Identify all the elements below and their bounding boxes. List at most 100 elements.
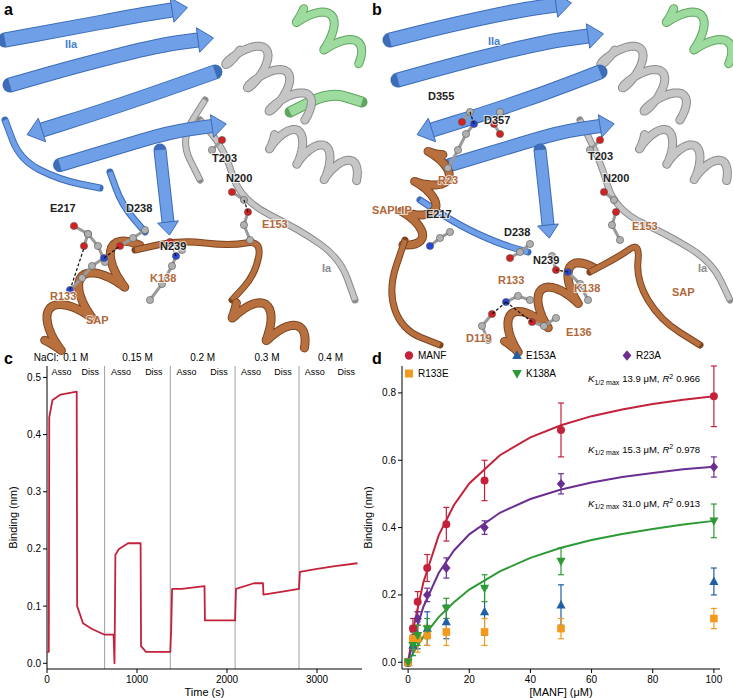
data-point [481,628,489,636]
strand-arrow [586,24,603,48]
error-bar [424,555,430,582]
y-axis [47,366,48,669]
atom [478,322,485,329]
y-tick [398,460,402,461]
error-bar [558,403,564,457]
error-cap [558,493,564,494]
fit-annotation: K1/2 max15.3 μM,R20.978 [588,443,700,456]
y-tick-label: 0.6 [382,455,396,466]
error-cap [443,540,449,541]
residue-label: D357 [484,114,510,126]
error-cap [482,460,488,461]
y-tick [398,392,402,393]
annotation-part: 1/2 max [594,503,619,510]
fit-curve [408,396,714,662]
data-point [556,558,565,566]
x-axis-label: [MANF] (μM) [529,686,592,698]
error-cap [711,477,717,478]
error-cap [424,645,430,646]
strand-arrow [170,0,187,22]
atom [462,130,469,137]
ribbon [432,72,600,130]
fit-curve [408,521,714,662]
ribbon [390,5,556,40]
x-tick-label: 3000 [306,674,329,685]
structure-panel-b: IIaD355D357R23SAPLIPT203N200E217D238E153… [372,0,732,352]
atom [608,221,615,228]
panel-letter: a [4,1,13,18]
y-axis-label: Binding (nm) [362,486,374,548]
atom [600,188,607,195]
data-point [423,564,431,572]
error-cap [482,601,488,602]
x-tick [713,669,714,673]
x-tick-label: 40 [525,674,537,685]
fit-annotation: K1/2 max13.9 μM,R20.966 [588,373,700,386]
ribbon [200,120,355,300]
ribbon [186,100,205,180]
atom [552,314,559,321]
ribbon-outline [42,72,215,130]
atom [496,130,503,137]
annotation-part: 0.966 [676,373,700,384]
error-bar [482,619,488,646]
chart-c: 0.1 MAssoDissNaCl:0.15 MAssoDiss0.2 MAss… [7,352,362,698]
residue-label: K138 [150,272,176,284]
residue-label: IIa [488,35,501,47]
error-cap [482,574,488,575]
phase-label: Asso [241,367,261,377]
error-cap [410,655,416,656]
phase-label: Diss [210,367,228,377]
helix-outline [45,241,140,350]
ribbon-outline [540,150,548,225]
residue-label: D238 [126,202,152,214]
atom [612,208,619,215]
y-tick [398,527,402,528]
atom [506,254,513,261]
x-tick [317,669,318,673]
y-tick-label: 0.4 [382,522,396,533]
residue-label: E153 [262,218,288,230]
legend-label: R23A [636,350,661,361]
error-cap [482,618,488,619]
x-tick [137,669,138,673]
annotation-part: 13.9 μM, [622,373,659,384]
error-bar [415,592,421,612]
ribbon [5,10,172,40]
legend: MANFE153AR23AR133EK138A [405,350,662,379]
atom [436,234,443,241]
atom [141,226,148,233]
data-point [404,659,413,667]
h-bond [556,270,568,272]
strand-arrow [538,224,559,238]
data-point [709,517,718,525]
residue-label: D238 [504,226,530,238]
error-cap [424,588,430,589]
residue-label: T203 [212,152,237,164]
data-point [481,476,489,484]
condition-label: 0.2 M [190,352,215,363]
atom [70,222,77,229]
x-tick-label: 60 [586,674,598,685]
data-point [442,520,450,528]
residue-bond [150,256,176,300]
y-tick-label: 0.1 [27,601,41,612]
residue-label: R133 [498,274,524,286]
error-cap [711,594,717,595]
helix-outline [401,151,449,245]
trace [47,392,358,664]
residue-label: D355 [428,90,454,102]
strand-arrow [554,0,571,17]
residue-label: N200 [603,172,629,184]
error-bar [482,460,488,500]
panel-letter: b [372,1,382,18]
data-point [557,479,565,489]
h-bond [244,200,248,212]
residue-label: K138 [574,282,600,294]
y-tick [43,491,47,492]
helix-outline [226,46,312,120]
plot-area [47,392,358,664]
y-tick-label: 0.0 [27,658,41,669]
atom [240,221,247,228]
error-cap [424,645,430,646]
